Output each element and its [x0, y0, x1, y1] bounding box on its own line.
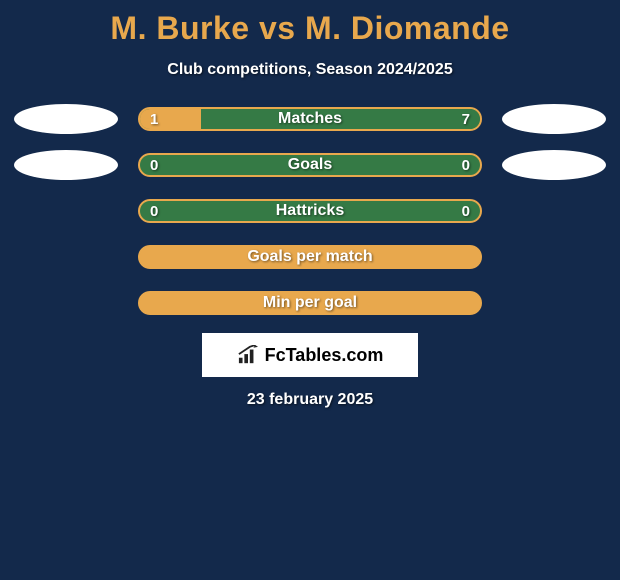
brand-text: FcTables.com [265, 345, 384, 366]
stat-row: Min per goal [0, 291, 620, 315]
subtitle: Club competitions, Season 2024/2025 [0, 61, 620, 79]
stat-value-left: 0 [150, 155, 158, 175]
stat-row: Goals0 0 [0, 153, 620, 177]
brand-badge: FcTables.com [202, 333, 418, 377]
stat-row: Matches1 7 [0, 107, 620, 131]
player-left-oval [14, 104, 118, 134]
player-left-oval [14, 150, 118, 180]
stat-row: Hattricks0 0 [0, 199, 620, 223]
stat-label: Min per goal [140, 293, 480, 313]
date-text: 23 february 2025 [0, 391, 620, 409]
stat-value-right: 7 [462, 109, 470, 129]
stat-value-left: 0 [150, 201, 158, 221]
stat-label: Hattricks [140, 201, 480, 221]
stats-container: Matches17Goals00Hattricks00Goals per mat… [0, 107, 620, 315]
stat-label: Goals per match [140, 247, 480, 267]
stat-label: Goals [140, 155, 480, 175]
player-right-oval [502, 104, 606, 134]
stat-row: Goals per match [0, 245, 620, 269]
stat-bar: Matches1 7 [138, 107, 482, 131]
page-title: M. Burke vs M. Diomande [0, 0, 620, 47]
comparison-infographic: M. Burke vs M. Diomande Club competition… [0, 0, 620, 580]
stat-value-right: 0 [462, 201, 470, 221]
stat-value-left: 1 [150, 109, 158, 129]
stat-value-right: 0 [462, 155, 470, 175]
stat-bar: Goals per match [138, 245, 482, 269]
chart-icon [237, 345, 259, 365]
stat-bar: Goals0 0 [138, 153, 482, 177]
stat-label: Matches [140, 109, 480, 129]
player-right-oval [502, 150, 606, 180]
stat-bar: Hattricks0 0 [138, 199, 482, 223]
stat-bar: Min per goal [138, 291, 482, 315]
